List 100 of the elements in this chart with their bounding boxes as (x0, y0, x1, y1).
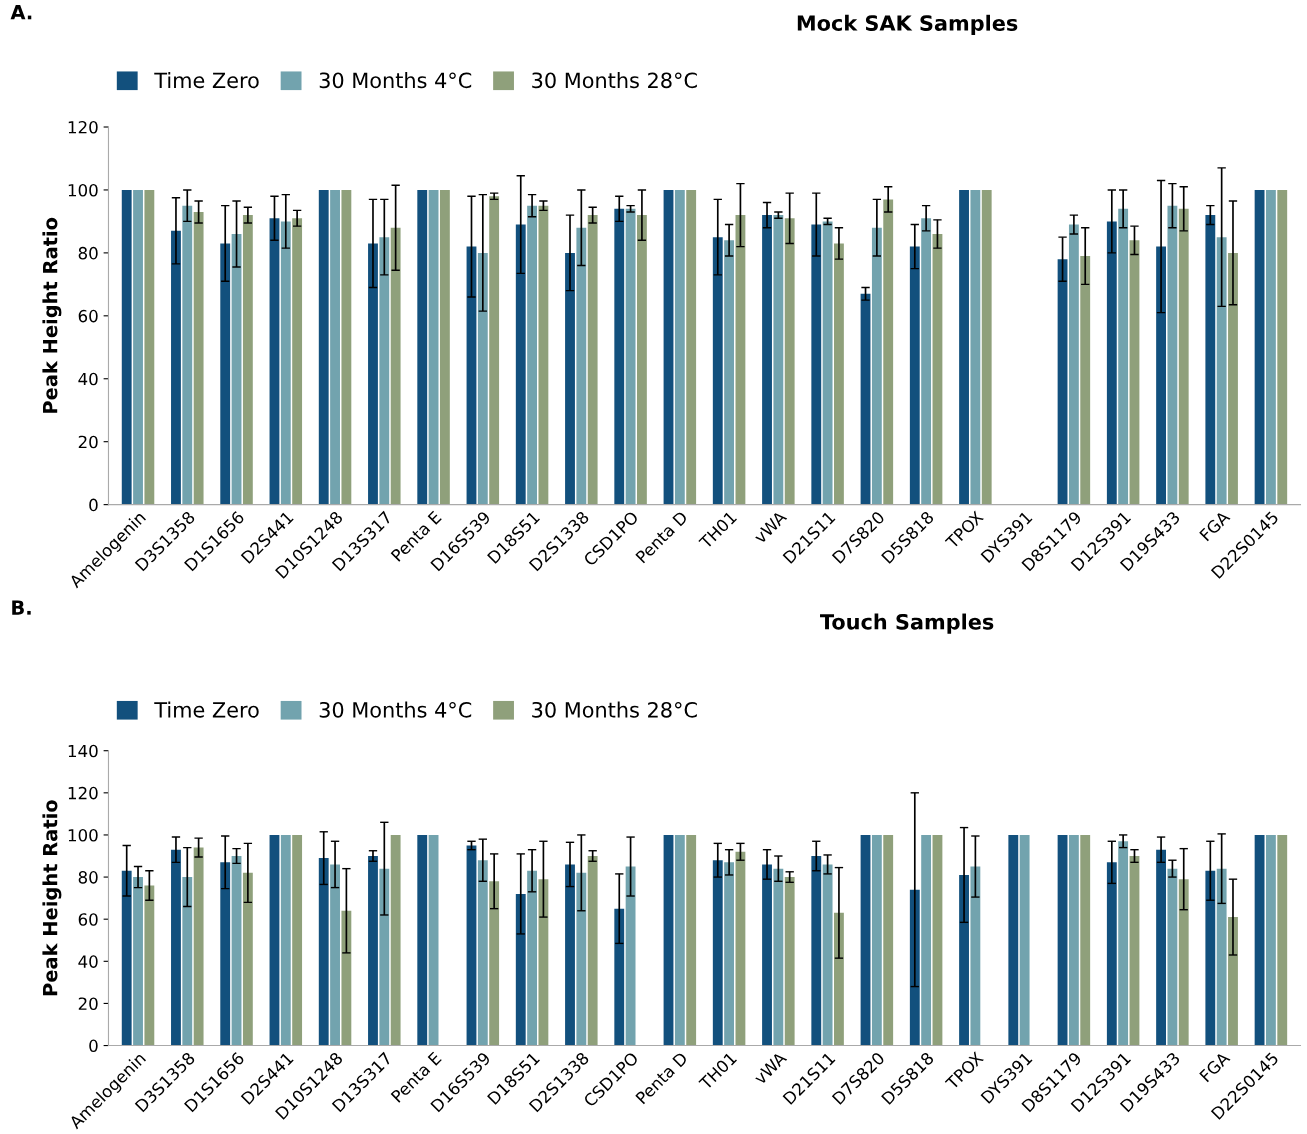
bar (959, 874, 969, 1046)
bar (860, 834, 871, 1046)
bar (1254, 189, 1265, 505)
bar (1129, 240, 1140, 505)
bar (182, 205, 193, 505)
y-tick-label: 40 (78, 955, 98, 968)
legend-label: 30 Months 28°C (532, 72, 697, 89)
bar (773, 215, 784, 505)
bar (674, 189, 685, 505)
bar (1057, 834, 1068, 1046)
bar (614, 908, 625, 1046)
bar (428, 834, 439, 1046)
y-tick-label: 60 (78, 309, 98, 323)
y-tick-label: 20 (78, 997, 98, 1010)
bar (625, 208, 636, 505)
chart-title: Touch Samples (820, 613, 994, 634)
bar (231, 234, 242, 505)
bar (368, 856, 378, 1046)
legend-label: 30 Months 28°C (532, 701, 697, 718)
bar (811, 856, 822, 1046)
text: B. (12, 600, 31, 615)
bar (565, 864, 575, 1046)
bar (921, 218, 932, 505)
bar (625, 866, 636, 1046)
bar (489, 196, 500, 505)
bar (292, 834, 303, 1046)
bar (959, 189, 969, 505)
legend-label: Time Zero (154, 72, 259, 89)
bar (439, 189, 450, 505)
legend-label: 30 Months 4°C (319, 72, 472, 89)
bar (280, 834, 291, 1046)
bar (515, 224, 526, 505)
bar (231, 856, 242, 1046)
bar (686, 834, 697, 1046)
bar (242, 872, 253, 1046)
legend-label: Time Zero (154, 701, 259, 718)
bar (1068, 224, 1079, 505)
bar (1156, 246, 1166, 505)
bar (822, 864, 833, 1046)
text: A. (10, 5, 32, 20)
y-tick-label: 100 (68, 828, 98, 842)
bar (1106, 221, 1117, 505)
bar (242, 215, 253, 505)
bar (477, 860, 488, 1046)
y-tick-label: 40 (78, 372, 98, 386)
bar (724, 240, 735, 505)
y-tick-label: 120 (68, 786, 98, 800)
bar (330, 189, 340, 505)
bar (686, 189, 697, 505)
y-tick-label: 20 (78, 435, 98, 449)
bar (970, 189, 981, 505)
bar (1205, 215, 1216, 505)
bar (1080, 834, 1091, 1046)
bar (417, 189, 428, 505)
bar (932, 834, 943, 1046)
bar (527, 870, 537, 1046)
bar (735, 215, 746, 505)
bar (1129, 856, 1140, 1046)
bar (1167, 868, 1178, 1046)
bar (1118, 841, 1129, 1046)
bar (390, 834, 401, 1046)
y-axis-title: Peak Height Ratio (42, 217, 62, 413)
bar (269, 218, 280, 505)
bar (466, 246, 477, 505)
bar (712, 237, 723, 505)
bar (834, 912, 844, 1046)
bar (1008, 834, 1019, 1046)
bar (318, 858, 329, 1046)
bar (1205, 870, 1216, 1046)
bar (368, 243, 378, 505)
y-tick-label: 80 (78, 871, 98, 884)
bar (762, 864, 772, 1046)
bar (1068, 834, 1079, 1046)
bar (527, 205, 537, 505)
bar (970, 866, 981, 1046)
bar (292, 218, 303, 505)
bar (811, 224, 822, 505)
bar (428, 189, 439, 505)
bar (341, 189, 352, 505)
bar (674, 834, 685, 1046)
bar (538, 879, 549, 1046)
bar (1277, 189, 1288, 505)
bar (883, 199, 894, 505)
bar (121, 189, 132, 505)
bar (587, 215, 598, 505)
bar (193, 847, 204, 1046)
bar (762, 215, 772, 505)
bar (822, 221, 833, 505)
bar (171, 849, 181, 1046)
bar (663, 834, 674, 1046)
bar (133, 877, 143, 1046)
bar (318, 189, 329, 505)
bar (1156, 849, 1166, 1046)
bar (1118, 208, 1129, 505)
bar (1178, 208, 1189, 505)
bar (1216, 868, 1227, 1046)
bar (538, 205, 549, 505)
bar (724, 862, 735, 1046)
bar (220, 862, 231, 1046)
y-axis-title: Peak Height Ratio (42, 800, 62, 996)
